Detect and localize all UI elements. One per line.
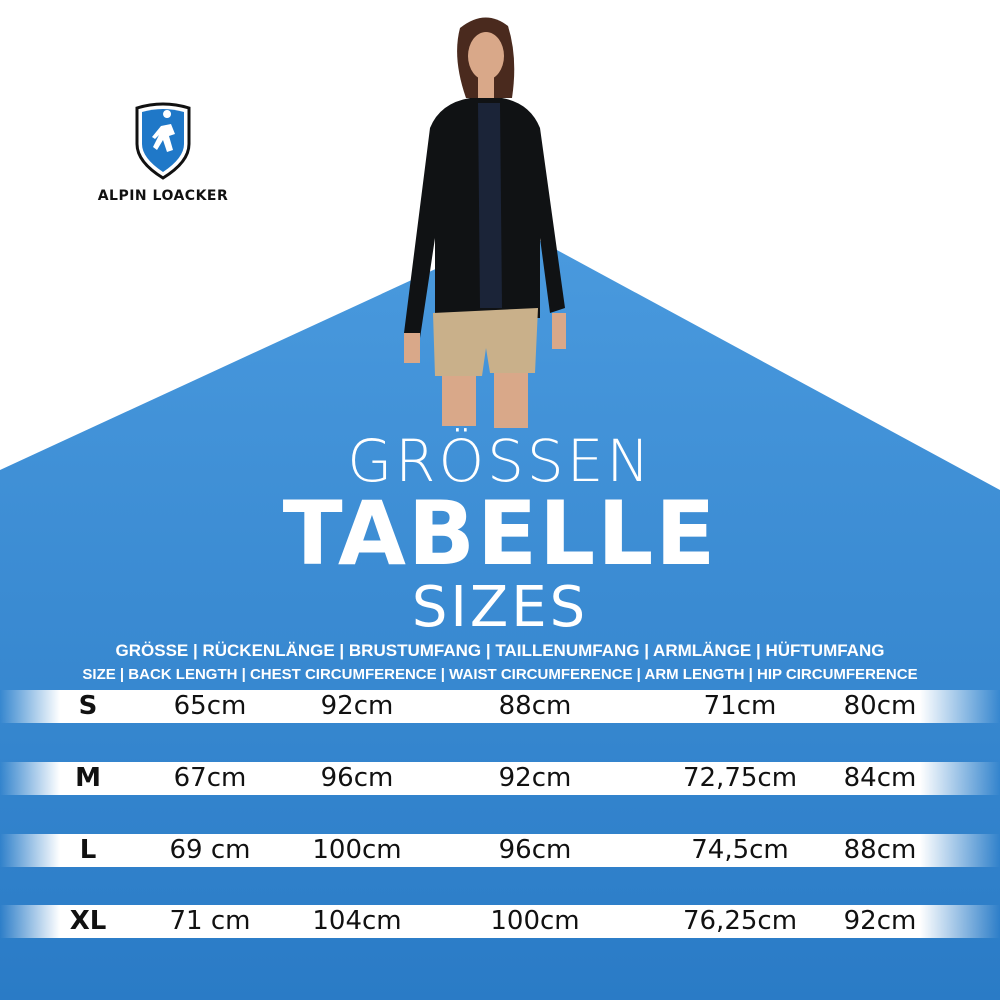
shield-skier-icon [135, 102, 191, 180]
cell-chest: 100cm [312, 835, 402, 865]
cell-chest: 96cm [320, 763, 394, 793]
cell-hip: 88cm [843, 835, 917, 865]
cell-arm: 72,75cm [682, 763, 798, 793]
cell-chest: 104cm [312, 906, 402, 936]
size-row: L 69 cm 100cm 96cm 74,5cm 88cm [0, 834, 1000, 867]
cell-arm: 74,5cm [691, 835, 789, 865]
brand-name: ALPIN LOACKER [97, 188, 229, 204]
cell-waist: 88cm [498, 691, 572, 721]
cell-waist: 100cm [490, 906, 580, 936]
cell-arm: 76,25cm [682, 906, 798, 936]
cell-size: S [78, 691, 98, 721]
title-english: SIZES [411, 575, 589, 640]
cell-back: 71 cm [169, 906, 251, 936]
cell-hip: 92cm [843, 906, 917, 936]
cell-arm: 71cm [703, 691, 777, 721]
cell-back: 67cm [173, 763, 247, 793]
size-row: XL 71 cm 104cm 100cm 76,25cm 92cm [0, 905, 1000, 938]
size-row: S 65cm 92cm 88cm 71cm 80cm [0, 690, 1000, 723]
cell-back: 65cm [173, 691, 247, 721]
cell-hip: 80cm [843, 691, 917, 721]
cell-waist: 96cm [498, 835, 572, 865]
column-headers-english: SIZE | BACK LENGTH | CHEST CIRCUMFERENCE… [82, 666, 918, 683]
cell-size: L [79, 835, 97, 865]
cell-hip: 84cm [843, 763, 917, 793]
title-german-line1: GRÖSSEN [347, 427, 653, 495]
cell-back: 69 cm [169, 835, 251, 865]
size-row: M 67cm 96cm 92cm 72,75cm 84cm [0, 762, 1000, 795]
model-photo [404, 17, 566, 428]
cell-size: M [75, 763, 101, 793]
title-german-line2: TABELLE [282, 482, 718, 585]
cell-waist: 92cm [498, 763, 572, 793]
brand-logo: ALPIN LOACKER [88, 100, 238, 204]
cell-size: XL [69, 906, 107, 936]
column-headers-german: GRÖSSE | RÜCKENLÄNGE | BRUSTUMFANG | TAI… [115, 641, 885, 660]
cell-chest: 92cm [320, 691, 394, 721]
